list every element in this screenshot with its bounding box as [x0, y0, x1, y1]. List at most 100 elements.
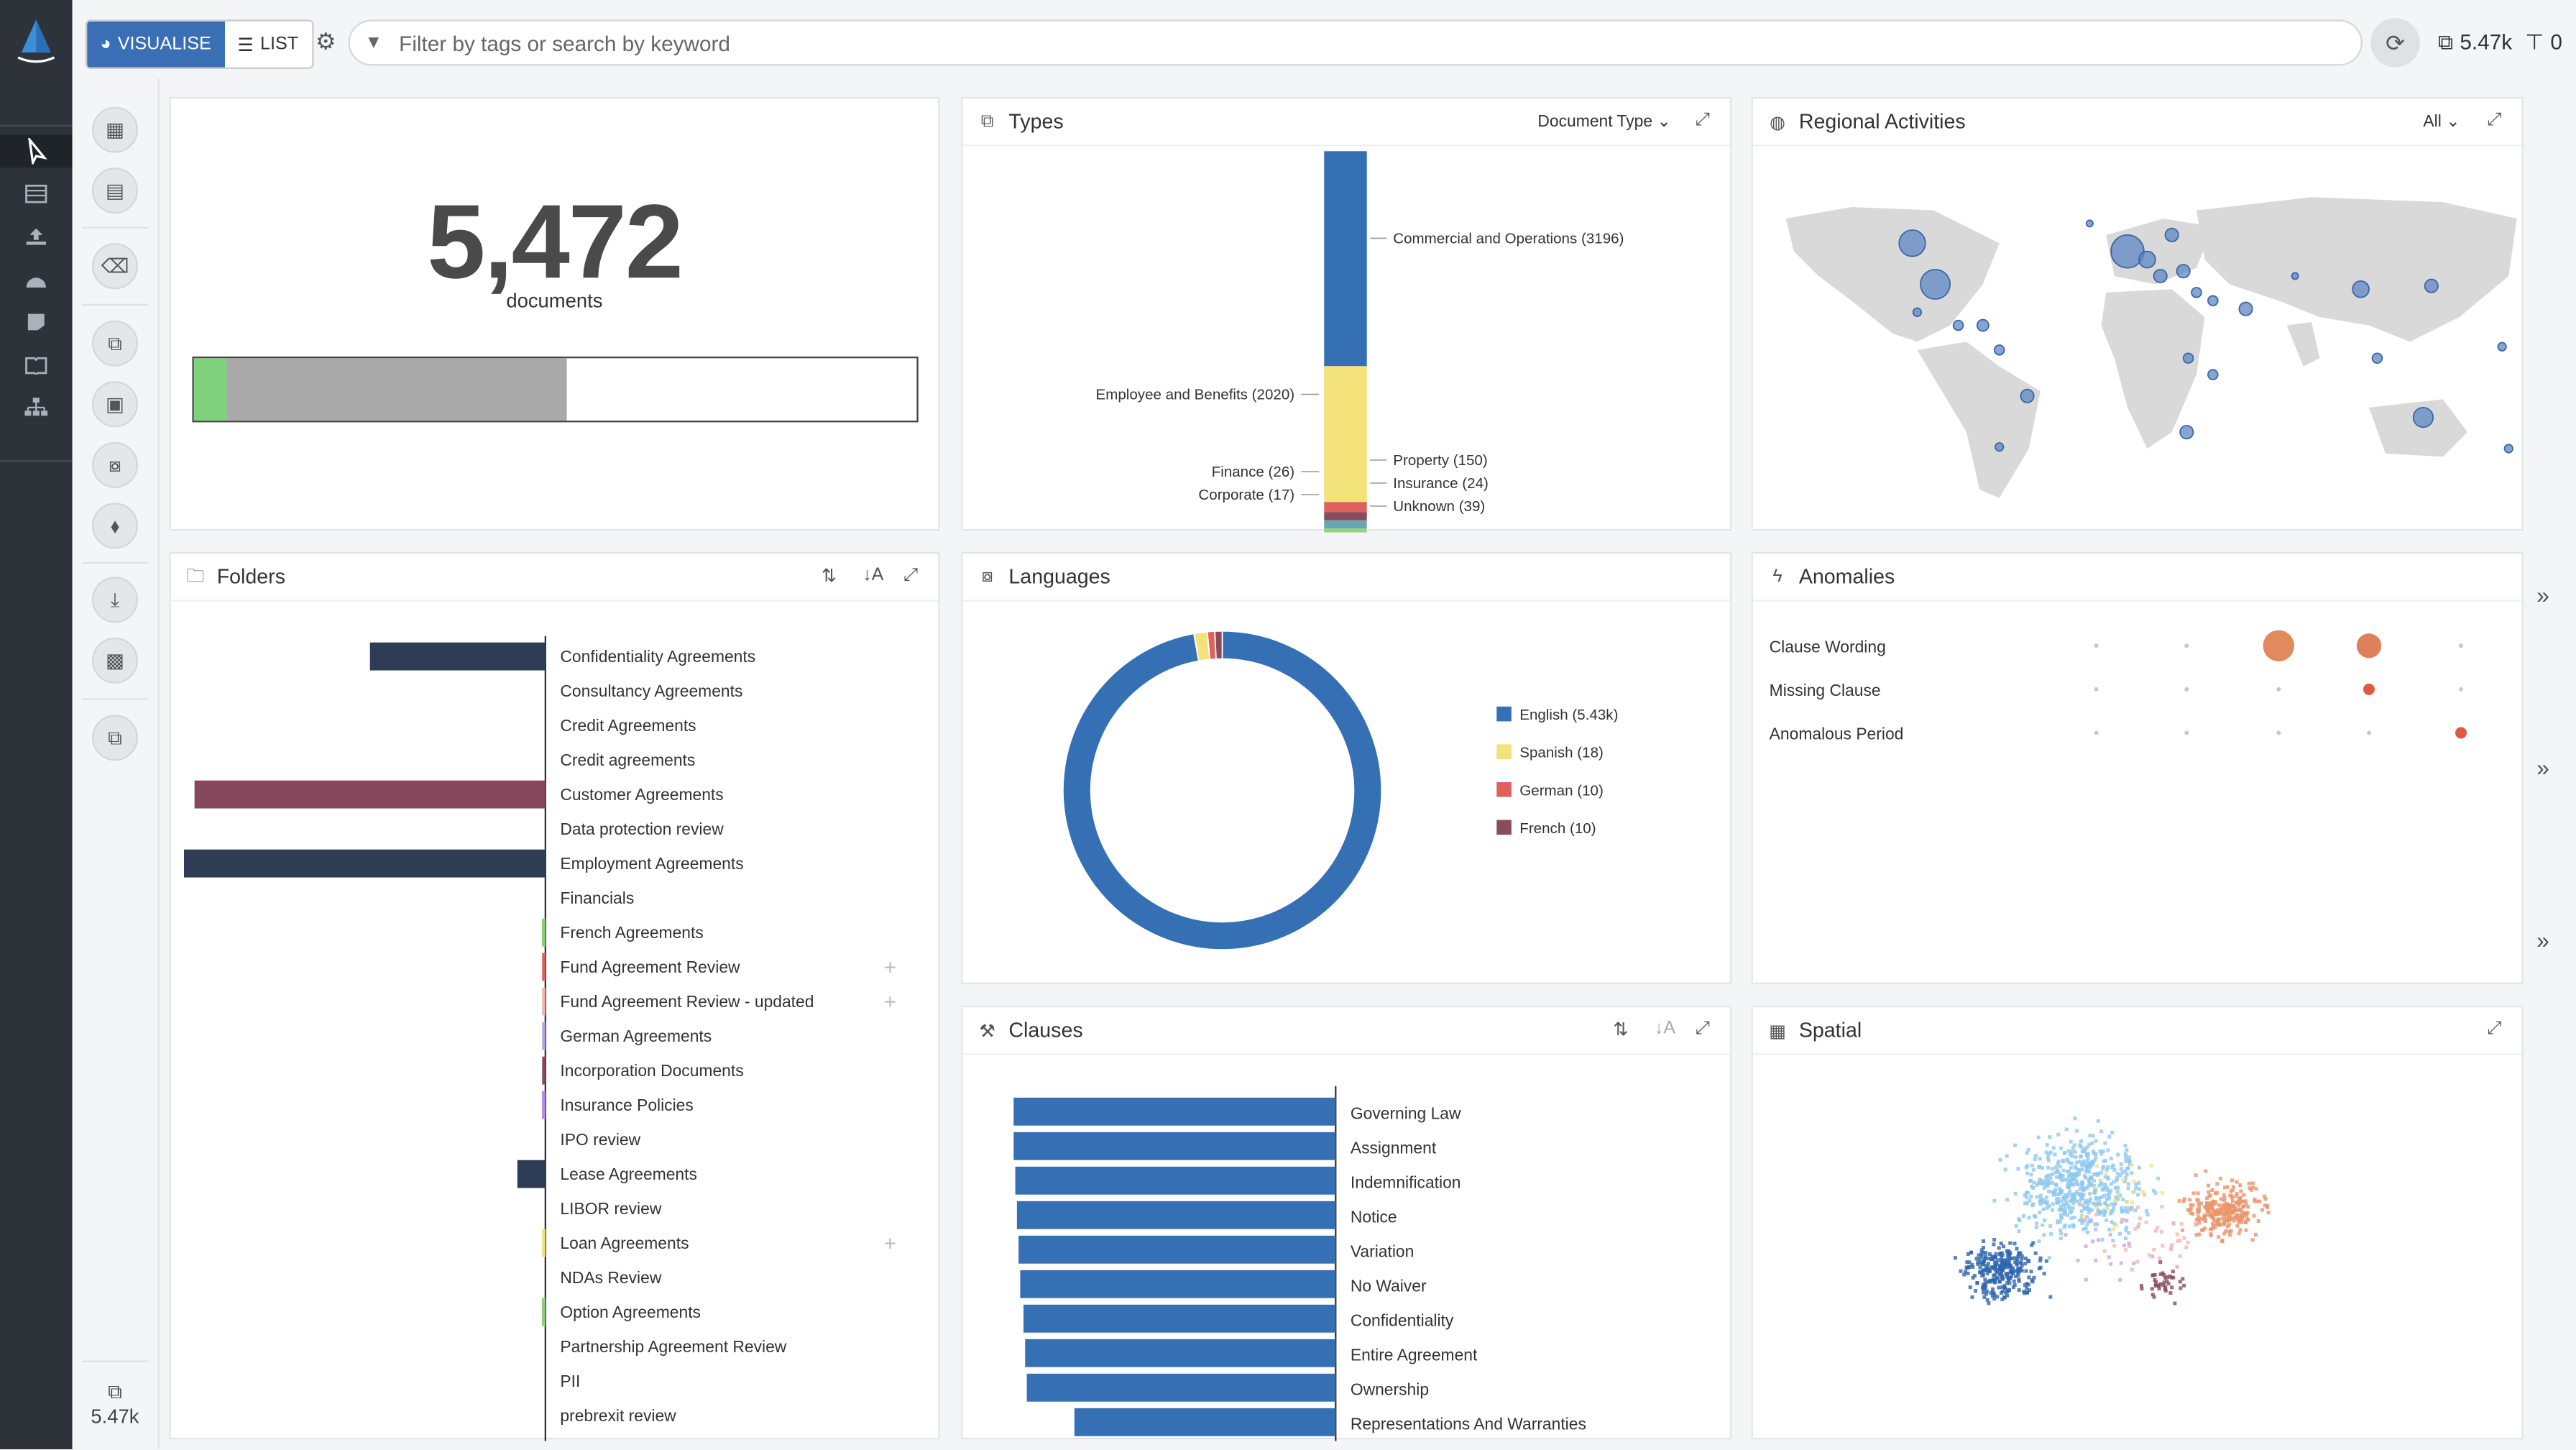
spatial-point [2150, 1293, 2155, 1297]
expand-icon[interactable]: ⤢ [1695, 110, 1710, 130]
spatial-point [2108, 1232, 2112, 1236]
spatial-point [2117, 1231, 2122, 1236]
add-image-icon[interactable]: ▩ [91, 637, 138, 684]
search-input[interactable] [395, 28, 2292, 57]
spatial-point [2135, 1259, 2140, 1264]
spatial-point [2051, 1167, 2055, 1171]
spatial-point [2227, 1215, 2231, 1219]
spatial-point [2197, 1232, 2202, 1236]
spatial-point [2220, 1239, 2225, 1244]
spatial-point [2058, 1192, 2062, 1196]
sort-by-count-icon[interactable]: ⇅ [821, 566, 837, 587]
document-type-dropdown[interactable]: Document Type ⌄ [1537, 114, 1670, 132]
spatial-point [2225, 1208, 2229, 1212]
spatial-point [2031, 1167, 2036, 1172]
tags-icon[interactable]: ⬧ [91, 503, 138, 549]
folder-bar [369, 642, 546, 671]
spatial-point [2028, 1198, 2032, 1203]
expand-icon[interactable]: ⤢ [2487, 1019, 2502, 1039]
anomalies-title: Anomalies [1798, 565, 1895, 589]
spatial-point [1987, 1301, 1991, 1306]
download-icon[interactable]: ⤓ [91, 577, 138, 623]
spatial-point [2015, 1257, 2019, 1261]
refresh-button[interactable]: ⟳ [2370, 18, 2420, 68]
eraser-icon[interactable]: ⌫ [91, 243, 138, 290]
spatial-point [2058, 1207, 2063, 1211]
book-nav-icon[interactable] [17, 349, 56, 382]
copy-documents-icon[interactable]: ⧉ [91, 320, 138, 367]
translate-icon[interactable]: ⧇ [91, 441, 138, 488]
documents-icon: ⧉ [108, 1380, 122, 1403]
add-icon: + [884, 1231, 896, 1255]
spatial-point [2186, 1240, 2190, 1244]
spatial-point [2170, 1243, 2174, 1247]
spatial-point [2061, 1203, 2066, 1207]
spatial-point [2048, 1295, 2053, 1299]
hierarchy-nav-icon[interactable] [17, 391, 56, 424]
grid-icon: ▦ [1769, 1021, 1787, 1041]
expand-icon[interactable]: ⤢ [1695, 1019, 1710, 1039]
spatial-point [2157, 1286, 2161, 1290]
app-logo[interactable] [15, 17, 58, 66]
spatial-point [2053, 1183, 2058, 1187]
spatial-point [2222, 1193, 2226, 1197]
list-button[interactable]: ☰ LIST [224, 21, 312, 68]
spatial-point [2140, 1287, 2144, 1291]
spatial-point [2210, 1188, 2214, 1193]
spatial-point [2220, 1209, 2225, 1213]
spatial-point [2038, 1196, 2043, 1201]
spatial-point [2202, 1215, 2207, 1219]
chevron-down-icon: ⌄ [2446, 113, 2460, 132]
add-widget-icon[interactable]: ▦ [91, 106, 138, 153]
expand-right-icon[interactable]: » [2536, 927, 2549, 953]
folder-label: Lease Agreements [560, 1165, 697, 1183]
visualise-nav-icon[interactable] [0, 134, 73, 168]
settings-documents-icon[interactable]: ⧉ [91, 715, 138, 761]
visualise-button[interactable]: ◕ VISUALISE [87, 21, 225, 68]
spatial-point [2072, 1215, 2076, 1219]
spatial-point [2196, 1209, 2201, 1213]
spatial-point [2200, 1228, 2204, 1232]
spatial-point [2059, 1199, 2064, 1203]
chevron-down-icon: ⌄ [1657, 113, 1671, 132]
spatial-point [2066, 1192, 2071, 1196]
filter-count: 0 [2550, 29, 2562, 55]
spatial-point [2241, 1213, 2245, 1218]
tool-divider [82, 303, 148, 306]
notes-nav-icon[interactable] [17, 306, 56, 339]
gear-icon[interactable]: ⚙ [315, 27, 336, 55]
list-nav-icon[interactable] [17, 178, 56, 211]
folders-panel: 🗀 Folders ⇅ ↓A ⤢ Confidentiality Agreeme… [169, 551, 940, 1441]
spatial-point [2160, 1191, 2164, 1196]
spatial-point [2222, 1198, 2226, 1203]
spatial-point [2205, 1196, 2209, 1201]
spatial-point [2071, 1198, 2076, 1202]
expand-right-icon[interactable]: » [2536, 754, 2549, 781]
folder-bar [194, 780, 546, 809]
edit-widget-icon[interactable]: ▤ [91, 168, 138, 214]
sort-alpha-icon[interactable]: ↓A [1654, 1019, 1676, 1039]
language-legend-label: English (5.43k) [1519, 707, 1618, 723]
spatial-point [1979, 1254, 1984, 1259]
expand-right-icon[interactable]: » [2536, 582, 2549, 608]
tool-divider [82, 226, 148, 229]
doc-count: 5.47k [2460, 29, 2513, 55]
types-label: Insurance (24) [1393, 475, 1489, 492]
languages-panel: ⧇ Languages English (5.43k) Spanish (18) G… [961, 551, 1732, 985]
spatial-point [2025, 1171, 2030, 1175]
region-dropdown[interactable]: All ⌄ [2423, 114, 2460, 132]
spatial-point [2216, 1212, 2220, 1216]
spatial-point [2124, 1225, 2128, 1229]
spatial-point [2070, 1154, 2074, 1158]
expand-icon[interactable]: ⤢ [903, 565, 919, 585]
sort-by-count-icon[interactable]: ⇅ [1613, 1020, 1629, 1040]
spatial-point [2073, 1150, 2077, 1154]
spatial-point [2092, 1185, 2097, 1190]
document-icon[interactable]: ▣ [91, 381, 138, 428]
upload-nav-icon[interactable] [17, 220, 56, 253]
spatial-point [2244, 1228, 2248, 1232]
dashboard-nav-icon[interactable] [17, 263, 56, 296]
spatial-point [2080, 1214, 2084, 1219]
expand-icon[interactable]: ⤢ [2487, 110, 2502, 130]
sort-alpha-icon[interactable]: ↓A [862, 565, 884, 585]
